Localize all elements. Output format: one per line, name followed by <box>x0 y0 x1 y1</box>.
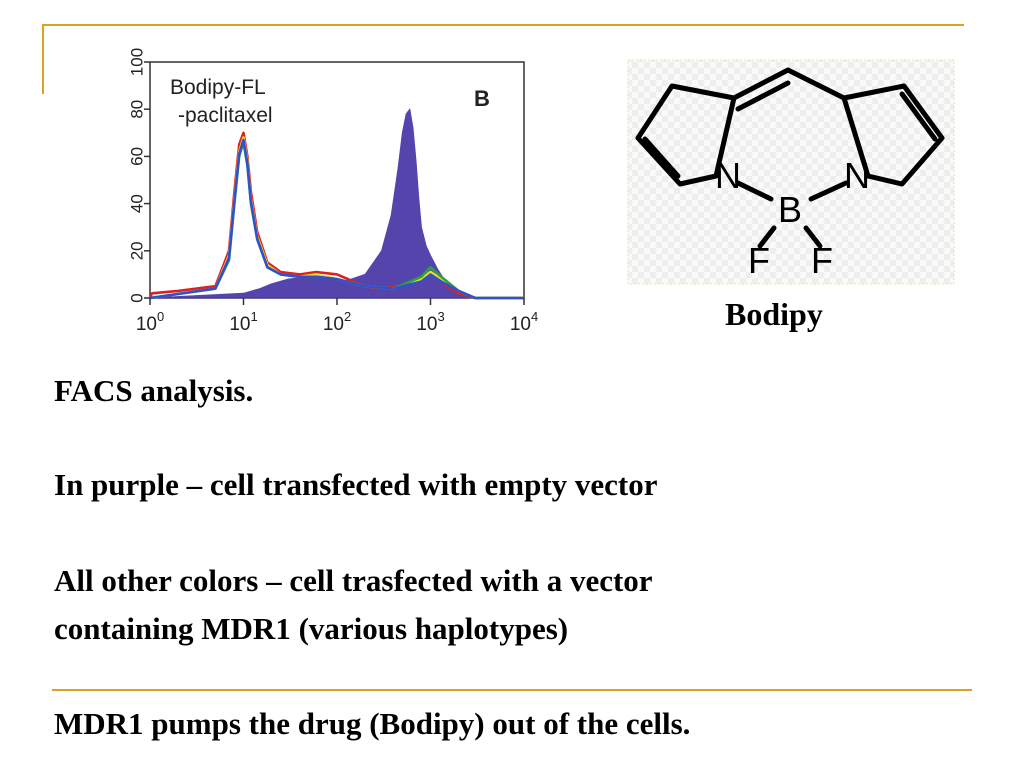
x-axis: 100 101 102 103 104 <box>136 298 538 335</box>
left-rule <box>42 24 44 94</box>
y-axis: 0 20 40 60 80 100 <box>127 48 150 303</box>
plot-frame <box>149 61 525 299</box>
x-tick-label: 102 <box>323 309 351 335</box>
y-tick-label: 60 <box>127 147 146 166</box>
bottom-rule <box>52 689 972 691</box>
atom-f-left: F <box>748 240 770 281</box>
top-rule <box>42 24 964 26</box>
y-tick-label: 40 <box>127 194 146 213</box>
series-layer <box>148 108 525 300</box>
x-tick-label: 104 <box>510 309 538 335</box>
other-colors-text-1: All other colors – cell trasfected with … <box>54 563 653 598</box>
x-tick-label: 101 <box>229 309 257 335</box>
annotation-line-1: Bodipy-FL <box>170 76 266 99</box>
bodipy-structure: N N B F F <box>627 59 955 285</box>
y-tick-label: 100 <box>127 48 146 76</box>
facs-histogram: 0 20 40 60 80 100 100 101 102 103 104 Bodipy-FL -… <box>127 48 538 335</box>
conclusion-text: MDR1 pumps the drug (Bodipy) out of the … <box>54 706 691 741</box>
structure-caption: Bodipy <box>725 296 823 332</box>
panel-letter: B <box>474 86 490 111</box>
structure-background <box>627 59 955 285</box>
bond-lines <box>635 67 945 249</box>
atom-f-right: F <box>811 240 833 281</box>
atom-n-right: N <box>844 155 870 196</box>
y-tick-label: 0 <box>127 293 146 302</box>
x-tick-label: 103 <box>416 309 444 335</box>
facs-heading: FACS analysis. <box>54 373 254 408</box>
series-4 <box>149 138 524 300</box>
purple-legend-text: In purple – cell transfected with empty … <box>54 467 658 502</box>
atom-n-left: N <box>715 155 741 196</box>
x-tick-label: 100 <box>136 309 164 335</box>
y-tick-label: 20 <box>127 241 146 260</box>
atom-b: B <box>778 189 802 230</box>
y-tick-label: 80 <box>127 100 146 119</box>
annotation-line-2: -paclitaxel <box>178 104 273 127</box>
other-colors-text-2: containing MDR1 (various haplotypes) <box>54 611 569 646</box>
